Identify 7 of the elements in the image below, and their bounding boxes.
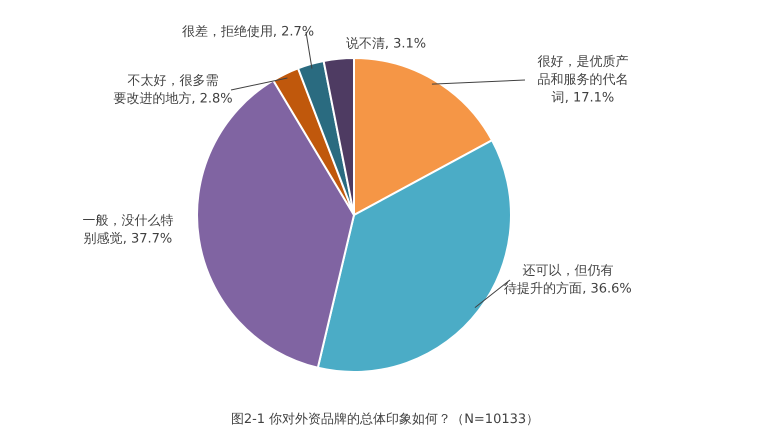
slice-label: 很差，拒绝使用, 2.7% [182, 24, 314, 40]
slice-label: 说不清, 3.1% [346, 36, 426, 52]
caption: 图2-1 你对外资品牌的总体印象如何？（N=10133） [230, 411, 540, 428]
slice-label: 一般，没什么特别感觉, 37.7% [82, 213, 174, 246]
slice-label: 很好，是优质产品和服务的代名词, 17.1% [538, 54, 628, 106]
slice-label: 不太好，很多需要改进的地方, 2.8% [113, 73, 233, 106]
slice-label: 还可以，但仍有待提升的方面, 36.6% [504, 263, 632, 296]
